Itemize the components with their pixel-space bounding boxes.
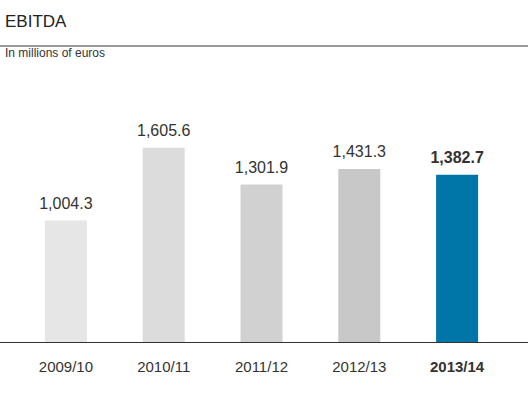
svg-text:1,301.9: 1,301.9 bbox=[235, 159, 288, 176]
svg-text:1,004.3: 1,004.3 bbox=[39, 195, 92, 212]
svg-text:1,605.6: 1,605.6 bbox=[137, 122, 190, 139]
svg-text:2010/11: 2010/11 bbox=[137, 358, 190, 375]
svg-text:In millions of euros: In millions of euros bbox=[5, 46, 105, 60]
svg-text:2009/10: 2009/10 bbox=[39, 358, 93, 375]
svg-text:1,382.7: 1,382.7 bbox=[430, 149, 483, 166]
svg-text:2011/12: 2011/12 bbox=[235, 358, 288, 375]
svg-text:1,431.3: 1,431.3 bbox=[333, 143, 386, 160]
svg-text:2012/13: 2012/13 bbox=[332, 358, 386, 375]
svg-text:EBITDA: EBITDA bbox=[5, 12, 67, 31]
svg-text:2013/14: 2013/14 bbox=[430, 358, 485, 375]
